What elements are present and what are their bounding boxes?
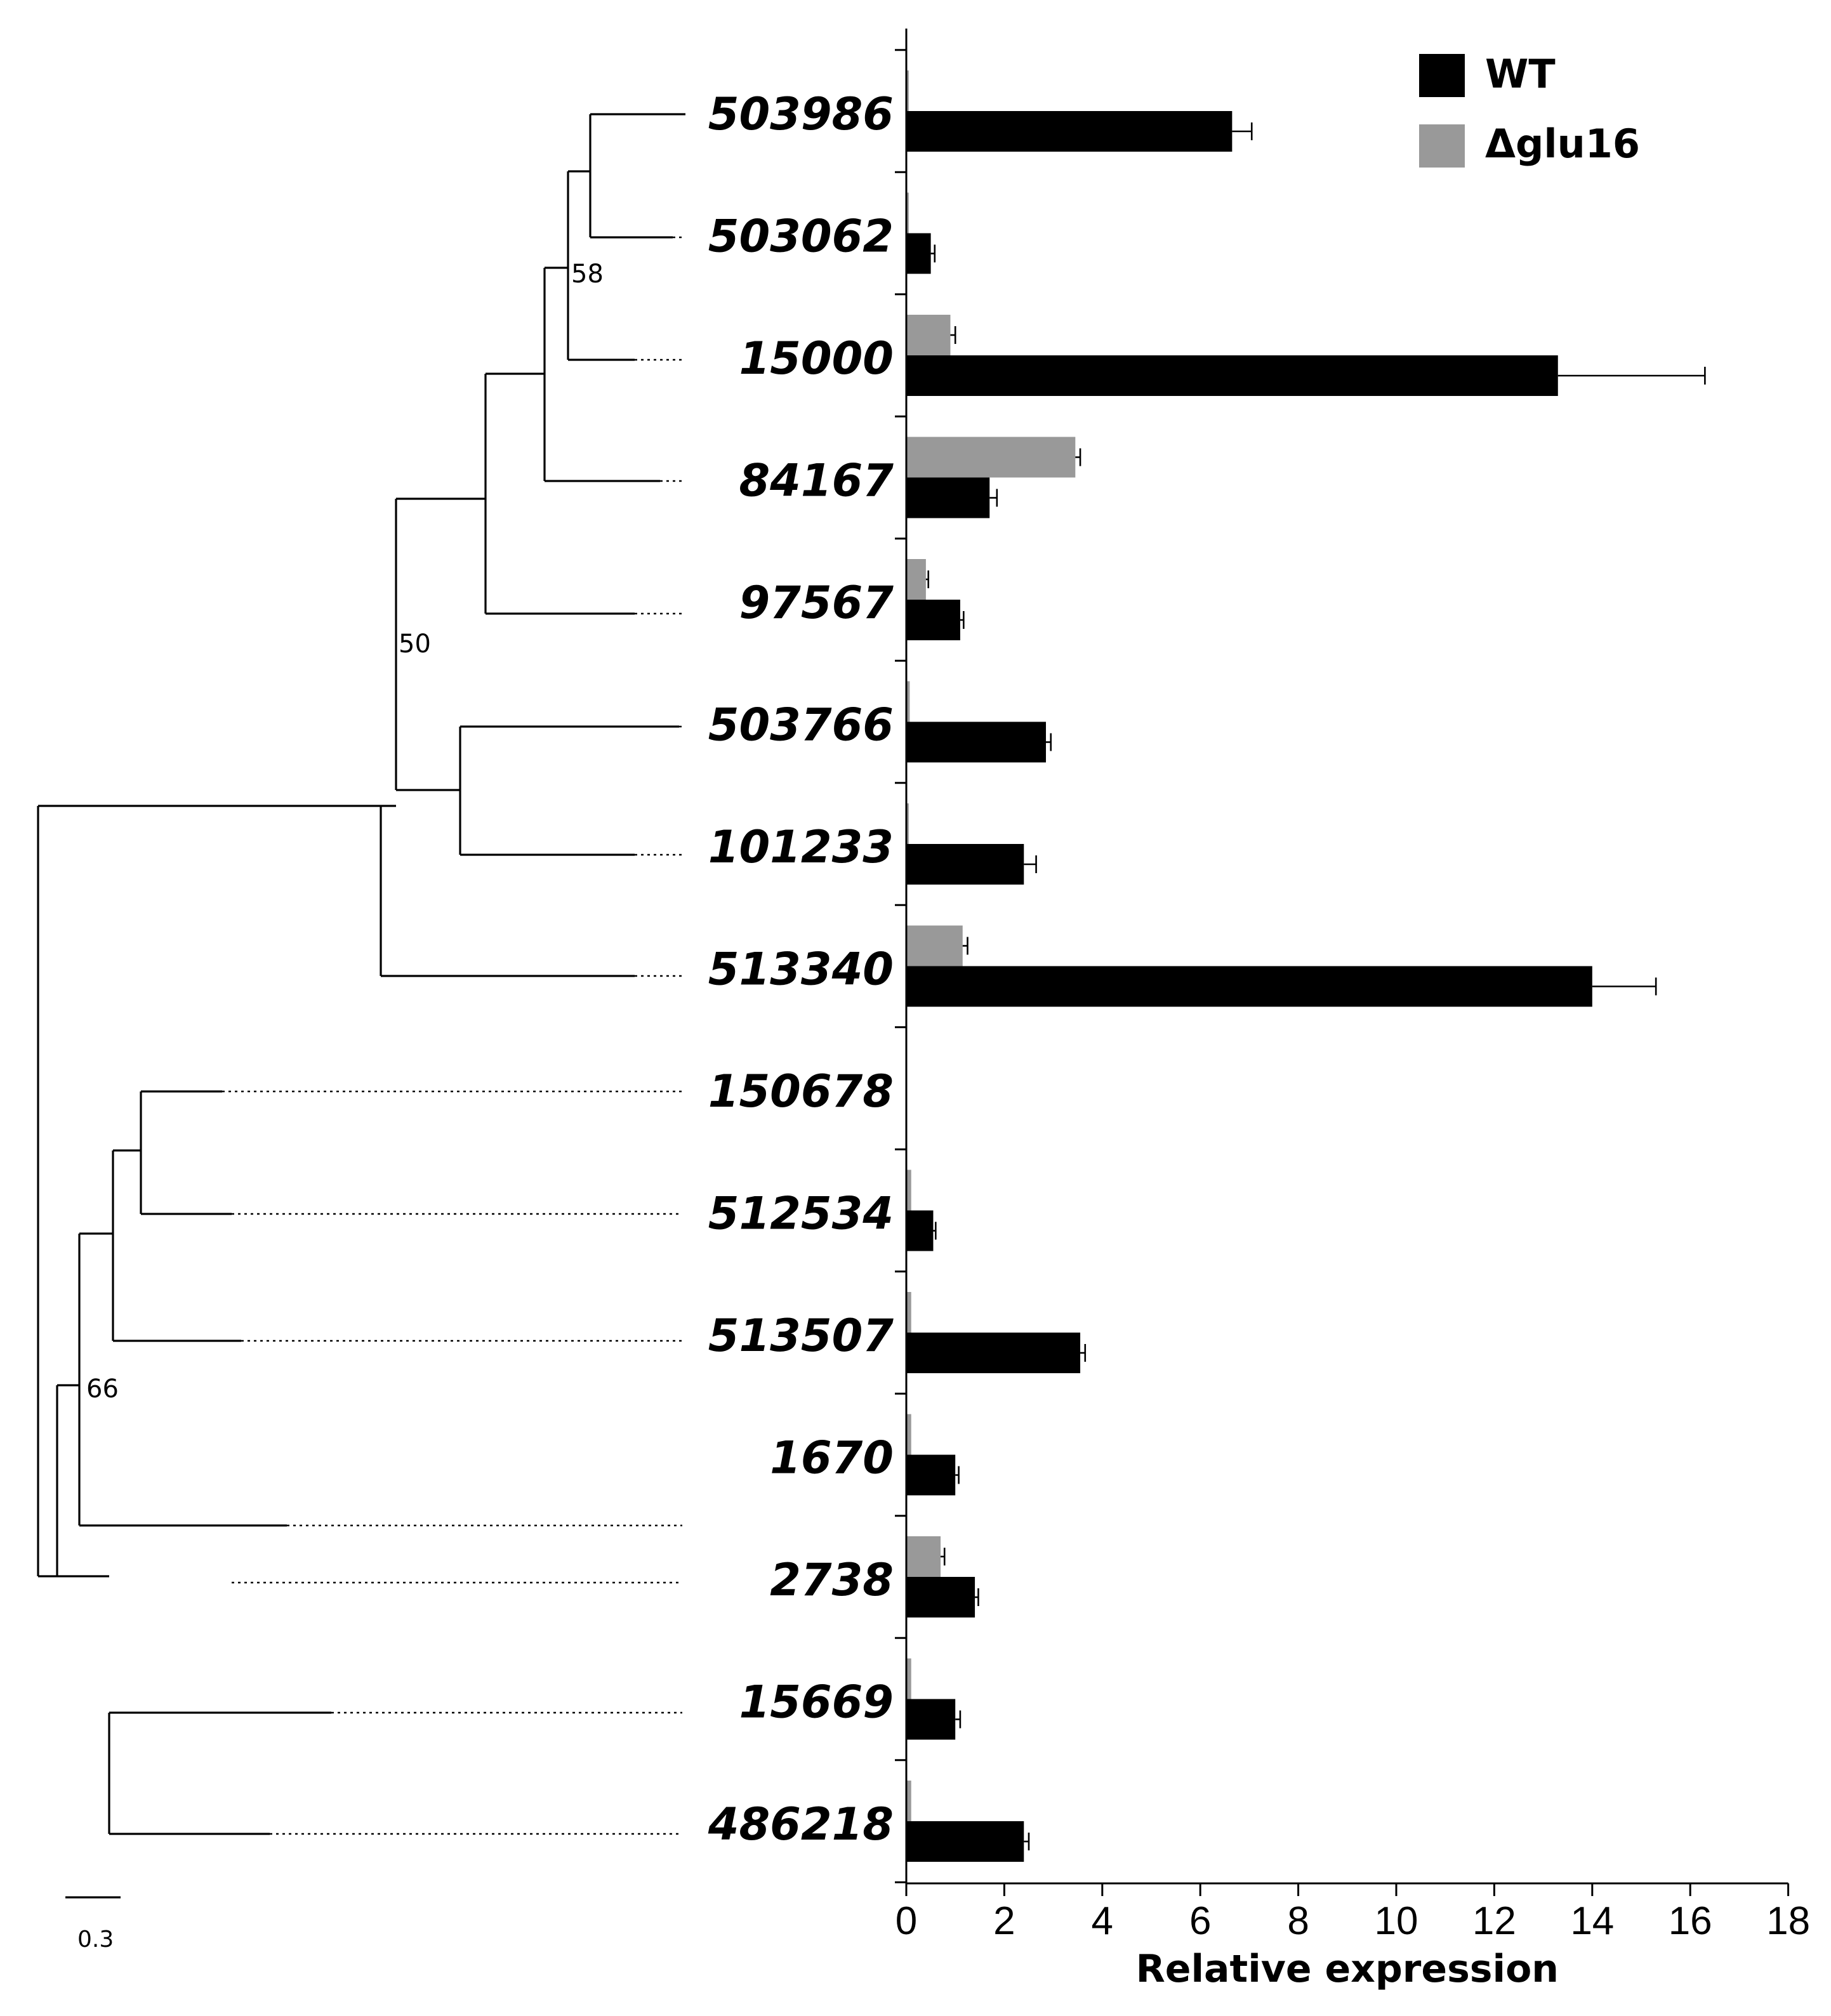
- scale-bar-label: 0.3: [77, 1927, 114, 1953]
- bar-glu16: [906, 803, 909, 844]
- gene-label: 1670: [770, 1432, 894, 1484]
- bar-glu16: [906, 1536, 941, 1577]
- bar-glu16: [906, 70, 909, 111]
- bar-wt: [906, 966, 1592, 1007]
- phylogenetic-tree: 58 50 66 0.3: [37, 113, 685, 1953]
- bar-wt: [906, 111, 1233, 152]
- bar-wt: [906, 477, 990, 518]
- x-tick-label: 2: [993, 1899, 1015, 1943]
- gene-label: 97567: [739, 577, 894, 629]
- bar-wt: [906, 721, 1047, 763]
- legend-label-wt: WT: [1485, 51, 1556, 97]
- bar-glu16: [906, 681, 910, 722]
- x-tick-label: 12: [1472, 1899, 1516, 1943]
- bar-wt: [906, 844, 1024, 885]
- bar-wt: [906, 1210, 934, 1251]
- bar-wt: [906, 233, 931, 274]
- gene-label: 15000: [739, 333, 894, 385]
- gene-label: 486218: [708, 1798, 894, 1850]
- legend-swatch-wt: [1419, 54, 1465, 97]
- gene-label: 15669: [739, 1677, 894, 1729]
- gene-label: 84167: [739, 455, 894, 507]
- x-tick-label: 10: [1375, 1899, 1418, 1943]
- x-tick-label: 14: [1570, 1899, 1614, 1943]
- bar-wt: [906, 1699, 956, 1740]
- support-value: 50: [399, 629, 431, 659]
- bar-glu16: [906, 559, 926, 600]
- x-axis-title: Relative expression: [1136, 1947, 1559, 1991]
- bar-glu16: [906, 437, 1076, 478]
- bar-glu16: [906, 1292, 911, 1333]
- axes: 0 2 4 6 8 10 12 14 16 18 Relative expression: [896, 29, 1810, 1991]
- x-tick-label: 8: [1287, 1899, 1309, 1943]
- gene-label: 2738: [770, 1554, 894, 1606]
- x-tick-label: 0: [896, 1899, 917, 1943]
- bar-wt: [906, 1821, 1024, 1862]
- gene-label: 513340: [708, 944, 894, 996]
- gene-label: 101233: [708, 821, 894, 873]
- x-tick-label: 4: [1092, 1899, 1113, 1943]
- legend-swatch-glu16: [1419, 124, 1465, 168]
- bar-wt: [906, 1454, 956, 1496]
- gene-label: 503986: [708, 88, 894, 140]
- gene-label: 503766: [708, 699, 894, 751]
- bars: [895, 49, 1706, 1883]
- bar-glu16: [906, 1781, 911, 1821]
- gene-label: 512534: [708, 1188, 894, 1240]
- bar-glu16: [906, 1169, 911, 1211]
- bar-wt: [906, 1577, 975, 1617]
- gene-labels: 503986 503062 15000 84167 97567 503766 101233 5…: [708, 88, 894, 1850]
- gene-label: 513507: [708, 1310, 894, 1362]
- gene-label: 150678: [708, 1065, 894, 1117]
- support-value: 66: [86, 1374, 119, 1404]
- bar-glu16: [906, 925, 963, 966]
- support-value: 58: [571, 260, 604, 289]
- x-tick-label: 6: [1189, 1899, 1211, 1943]
- x-ticks: 0 2 4 6 8 10 12 14 16 18: [896, 1883, 1810, 1943]
- bar-glu16: [906, 315, 951, 355]
- legend: WT Δglu16: [1419, 51, 1640, 168]
- gene-label: 503062: [708, 211, 894, 263]
- legend-label-glu16: Δglu16: [1485, 121, 1640, 167]
- x-tick-label: 18: [1766, 1899, 1810, 1943]
- bar-glu16: [906, 1414, 911, 1455]
- bar-glu16: [906, 192, 909, 234]
- x-tick-label: 16: [1669, 1899, 1712, 1943]
- bar-wt: [906, 600, 960, 640]
- bar-glu16: [906, 1658, 911, 1699]
- bar-wt: [906, 355, 1558, 396]
- bar-wt: [906, 1333, 1081, 1373]
